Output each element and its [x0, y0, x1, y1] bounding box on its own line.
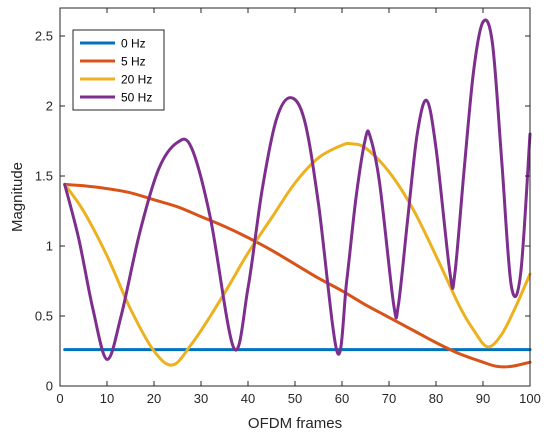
y-axis-label: Magnitude: [9, 162, 26, 232]
y-tick-label: 2: [46, 99, 53, 114]
x-tick-label: 80: [429, 391, 443, 406]
x-tick-label: 10: [100, 391, 114, 406]
x-tick-label: 20: [147, 391, 161, 406]
y-tick-label: 0: [46, 379, 53, 394]
legend-label-2: 20 Hz: [121, 73, 152, 87]
y-tick-label: 1.5: [35, 169, 53, 184]
y-tick-label: 0.5: [35, 309, 53, 324]
legend: 0 Hz 5 Hz 20 Hz 50 Hz: [72, 29, 165, 111]
x-tick-label: 30: [194, 391, 208, 406]
x-tick-label: 40: [241, 391, 255, 406]
x-tick-label: 0: [56, 391, 63, 406]
x-axis-label: OFDM frames: [248, 415, 342, 432]
series-lines: [63, 18, 532, 369]
series-line-1: [63, 182, 532, 369]
legend-label-3: 50 Hz: [121, 91, 152, 105]
series-line-2: [63, 141, 532, 367]
legend-label-0: 0 Hz: [121, 37, 146, 51]
axis-ticks: 0 10 20 30 40 50 60 70 80 90 100 0 0.5 1 1.5 2 2.5: [35, 8, 541, 406]
x-tick-label: 50: [288, 391, 302, 406]
x-tick-label: 60: [335, 391, 349, 406]
legend-label-1: 5 Hz: [121, 55, 146, 69]
x-tick-label: 100: [519, 391, 541, 406]
y-tick-label: 2.5: [35, 29, 53, 44]
series-line-3: [63, 18, 532, 361]
x-tick-label: 70: [382, 391, 396, 406]
y-tick-label: 1: [46, 239, 53, 254]
x-tick-label: 90: [476, 391, 490, 406]
